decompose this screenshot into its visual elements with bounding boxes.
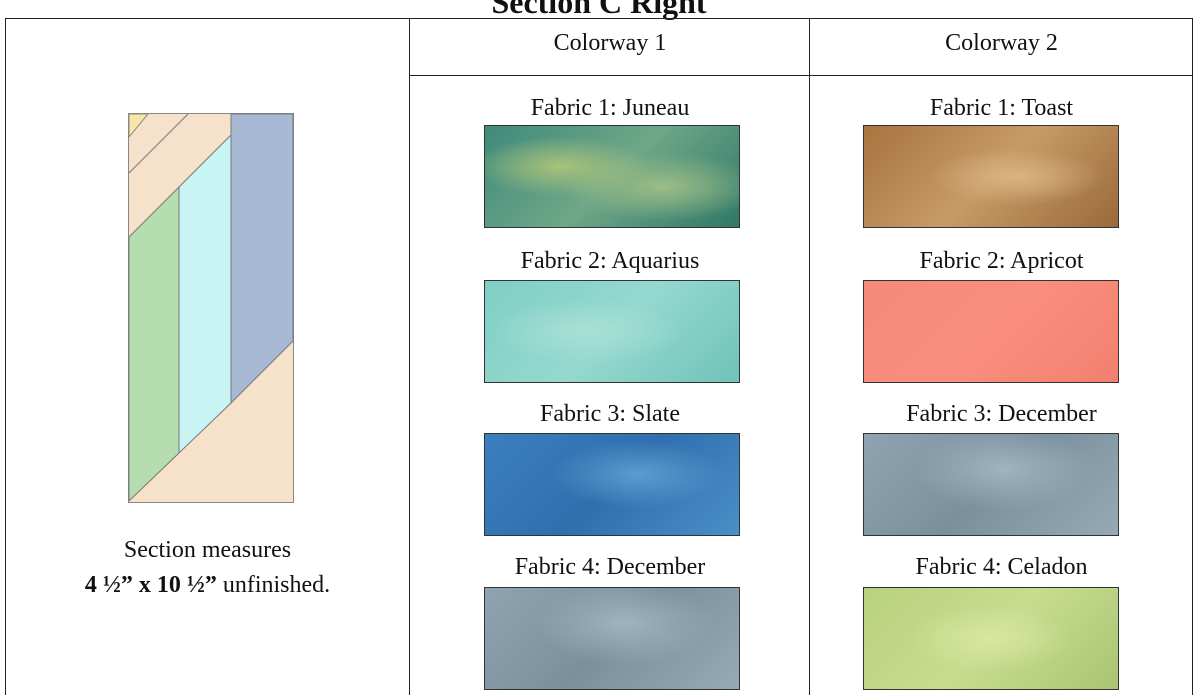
size: 4 ½” x 10 ½”: [84, 572, 217, 598]
fabric-label: Fabric 3: December: [906, 401, 1097, 427]
table-border: [5, 18, 1193, 19]
fabric-swatch: [484, 587, 740, 690]
column-header: Colorway 2: [945, 30, 1058, 56]
fabric-label: Fabric 2: Apricot: [919, 248, 1084, 274]
fabric-swatch: [863, 125, 1119, 228]
fabric-swatch: [863, 280, 1119, 383]
title: Section C Right: [491, 0, 707, 20]
table-border: [5, 18, 6, 695]
fabric-swatch: [484, 125, 740, 228]
section-note: Section measures: [123, 537, 292, 563]
table-border: [1192, 18, 1193, 695]
table-border: [809, 18, 810, 695]
size-suffix: unfinished.: [216, 572, 331, 598]
section-size: 4 ½” x 10 ½” unfinished.: [6, 572, 409, 599]
fabric-swatch: [863, 433, 1119, 536]
fabric-label: Fabric 1: Juneau: [530, 95, 690, 121]
column-header: Colorway 1: [553, 30, 667, 56]
table-border: [409, 75, 1193, 76]
fabric-label: Fabric 2: Aquarius: [520, 248, 700, 274]
fabric-label: Fabric 4: Celadon: [915, 554, 1088, 580]
fabric-swatch: [484, 433, 740, 536]
fabric-swatch: [863, 587, 1119, 690]
fabric-swatch: [484, 280, 740, 383]
fabric-label: Fabric 3: Slate: [540, 401, 680, 427]
table-border: [409, 18, 410, 695]
quilt-diagram: [128, 113, 294, 503]
fabric-label: Fabric 4: December: [514, 554, 706, 580]
fabric-label: Fabric 1: Toast: [929, 95, 1074, 121]
